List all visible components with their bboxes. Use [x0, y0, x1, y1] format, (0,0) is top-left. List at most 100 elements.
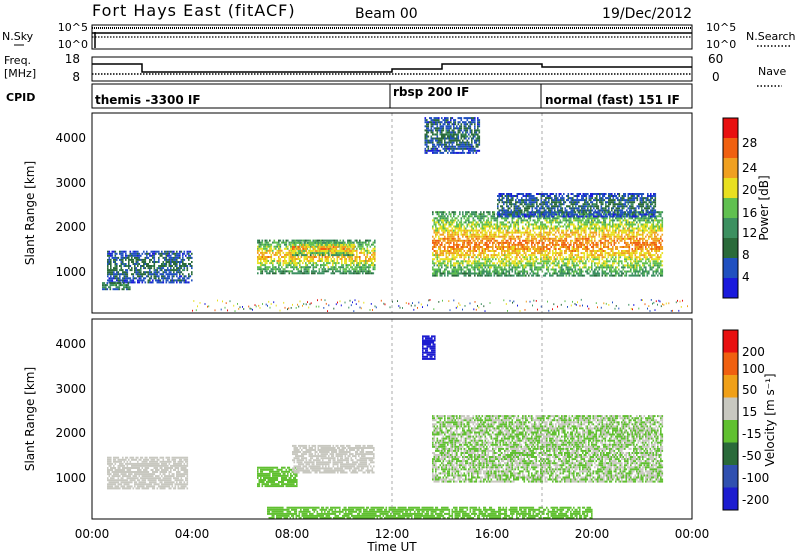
power-cell [556, 243, 559, 246]
power-cell [622, 227, 625, 230]
power-cell [537, 243, 539, 246]
power-cell [478, 229, 481, 232]
power-cell [185, 254, 187, 257]
power-cell [603, 246, 605, 248]
power-cell [170, 250, 172, 253]
power-cell [522, 260, 524, 263]
power-cell [525, 239, 527, 242]
power-cell [489, 262, 491, 265]
power-cell [610, 266, 613, 269]
power-cell [499, 246, 502, 248]
power-cell [362, 260, 364, 262]
power-cell [122, 256, 124, 259]
power-cell [167, 273, 169, 276]
power-cell [634, 254, 637, 257]
power-cell [156, 279, 159, 282]
power-cell [586, 237, 589, 240]
power-cell [110, 263, 112, 265]
power-cell [118, 282, 121, 285]
power-cell [513, 274, 515, 277]
power-cell [266, 239, 268, 242]
power-cell [131, 273, 133, 276]
power-cell [618, 256, 620, 259]
power-cell [507, 229, 509, 232]
power-cell [490, 239, 493, 242]
power-cell [132, 277, 135, 280]
power-cell [117, 271, 120, 274]
power-cell [493, 215, 496, 218]
power-cell [562, 260, 565, 263]
power-cell [317, 246, 320, 248]
power-cell [126, 265, 129, 267]
power-cell [457, 223, 460, 226]
power-cell [140, 273, 142, 276]
power-cell [528, 250, 530, 252]
power-cell [637, 264, 640, 267]
power-cell [288, 243, 291, 246]
power-cell [532, 237, 535, 240]
power-cell [140, 254, 142, 257]
power-cell [468, 235, 470, 238]
power-cell [588, 239, 590, 242]
power-cell [622, 254, 625, 257]
power-cell [459, 227, 461, 230]
power-cell [307, 243, 309, 246]
power-cell [331, 254, 333, 257]
power-cell [613, 268, 616, 271]
power-cell [588, 248, 590, 250]
power-cell [301, 246, 303, 248]
power-cell [507, 241, 509, 244]
power-cell [129, 277, 132, 280]
power-cell [612, 225, 614, 228]
power-cell [544, 256, 547, 259]
power-cell [347, 254, 350, 257]
power-cell [625, 233, 628, 236]
power-cell [550, 262, 553, 265]
power-cell [146, 256, 148, 259]
power-cell [144, 281, 147, 284]
power-cell [579, 221, 581, 224]
power-cell [627, 262, 629, 265]
power-cell [469, 268, 472, 271]
power-cell [433, 221, 436, 224]
power-cell [555, 225, 557, 228]
power-cell [493, 250, 496, 252]
power-cell [570, 256, 572, 259]
power-cell [371, 260, 373, 262]
power-cell [565, 229, 568, 232]
power-cell [618, 235, 620, 238]
power-cell [562, 256, 565, 259]
power-cell [441, 213, 443, 216]
power-cell [544, 215, 547, 218]
power-cell [438, 227, 440, 230]
power-cell [622, 268, 625, 271]
power-cell [182, 265, 184, 267]
power-cell [553, 243, 556, 246]
power-cell [621, 274, 623, 277]
power-cell [475, 235, 478, 238]
power-cell [125, 277, 127, 280]
power-cell [535, 268, 538, 271]
power-cell [312, 260, 315, 262]
power-cell [520, 264, 523, 267]
power-cell [161, 252, 163, 255]
power-cell [152, 250, 154, 253]
power-cell [549, 274, 551, 277]
power-cell [510, 264, 512, 267]
power-cell [456, 233, 458, 236]
power-cell [469, 231, 472, 234]
power-cell [119, 258, 121, 261]
power-cell [348, 260, 351, 262]
power-cell [371, 253, 373, 256]
power-cell [486, 223, 488, 226]
power-cell [538, 239, 541, 242]
power-cell [480, 274, 482, 277]
power-cell [306, 266, 309, 269]
power-cell [267, 268, 270, 271]
power-cell [574, 254, 577, 257]
power-cell [562, 229, 565, 232]
power-cell [483, 237, 485, 240]
power-cell [150, 281, 153, 284]
power-cell [296, 254, 299, 257]
power-cell [529, 264, 532, 267]
